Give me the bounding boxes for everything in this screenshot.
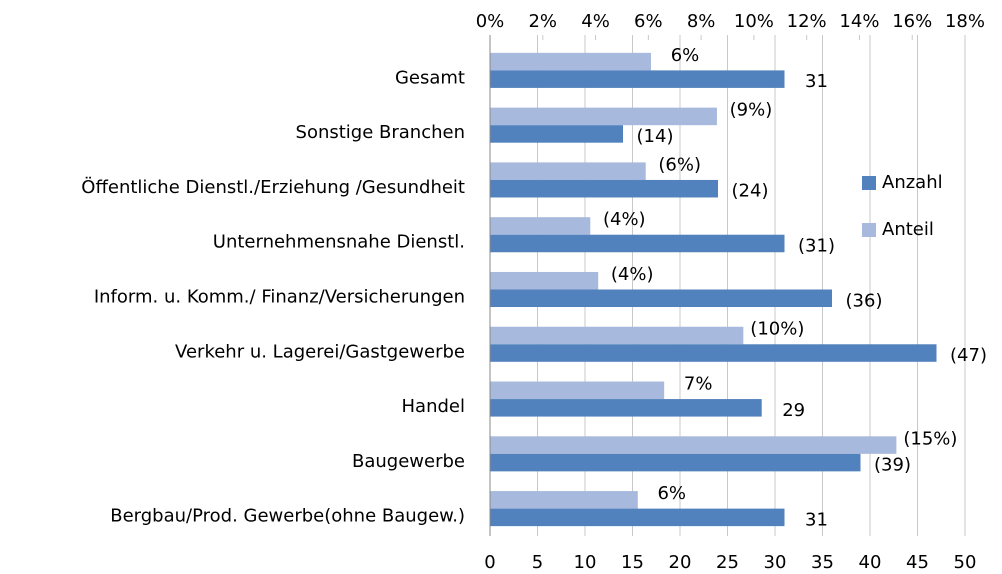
y-tick-label: Sonstige Branchen — [296, 122, 465, 143]
y-tick-label: Öffentliche Dienstl./Erziehung /Gesundhe… — [81, 176, 465, 198]
data-label: (31) — [798, 235, 835, 256]
x2-tick-label: 2% — [528, 11, 557, 32]
y-tick-label: Unternehmensnahe Dienstl. — [213, 232, 465, 253]
y-tick-label: Baugewerbe — [352, 451, 465, 472]
data-label: 31 — [805, 71, 828, 92]
x2-tick-label: 4% — [581, 11, 610, 32]
y-tick-label: Inform. u. Komm./ Finanz/Versicherungen — [94, 287, 465, 308]
data-label: (9%) — [730, 100, 773, 121]
legend-swatch — [862, 223, 876, 237]
bar — [490, 70, 785, 88]
x2-tick-label: 18% — [945, 11, 985, 32]
bar — [490, 453, 861, 472]
x2-tick-label: 12% — [787, 11, 827, 32]
x-tick-label: 25 — [716, 552, 739, 573]
y-tick-label: Gesamt — [395, 67, 465, 88]
bar — [490, 399, 762, 417]
bar — [490, 162, 646, 180]
bar — [490, 491, 638, 509]
data-label: (4%) — [611, 264, 654, 285]
y-tick-label: Handel — [402, 396, 465, 417]
x-tick-label: 50 — [954, 552, 977, 573]
legend-label: Anteil — [882, 219, 934, 240]
bar — [490, 344, 937, 362]
y-tick-label: Bergbau/Prod. Gewerbe(ohne Baugew.) — [110, 506, 465, 527]
bar — [490, 436, 897, 454]
data-label: 29 — [782, 400, 805, 421]
bar — [490, 125, 623, 143]
bar — [490, 381, 665, 400]
x-tick-label: 45 — [906, 552, 929, 573]
x-tick-label: 40 — [859, 552, 882, 573]
data-label: (24) — [732, 181, 769, 202]
x2-tick-label: 6% — [634, 11, 663, 32]
bar — [490, 234, 785, 253]
data-label: 6% — [657, 483, 686, 504]
bar — [490, 217, 591, 235]
x-tick-label: 5 — [532, 552, 543, 573]
bar — [490, 107, 717, 126]
x-tick-label: 35 — [811, 552, 834, 573]
data-label: (10%) — [750, 319, 804, 340]
bar — [490, 179, 718, 198]
bar — [490, 52, 651, 71]
data-label: (15%) — [903, 428, 957, 449]
data-label: 6% — [671, 45, 700, 66]
data-label: (14) — [637, 126, 674, 147]
data-label: 31 — [805, 509, 828, 530]
bar — [490, 271, 599, 290]
x2-tick-label: 0% — [476, 11, 505, 32]
x2-tick-label: 8% — [687, 11, 716, 32]
x-tick-label: 20 — [669, 552, 692, 573]
legend-label: Anzahl — [882, 172, 943, 193]
x-tick-label: 30 — [764, 552, 787, 573]
data-label: (39) — [874, 455, 911, 476]
data-label: (47) — [950, 345, 987, 366]
legend-swatch — [862, 176, 876, 190]
data-label: (36) — [846, 290, 883, 311]
x-tick-label: 15 — [621, 552, 644, 573]
x2-tick-label: 14% — [839, 11, 879, 32]
bar — [490, 289, 832, 308]
y-tick-label: Verkehr u. Lagerei/Gastgewerbe — [175, 341, 465, 362]
x-tick-label: 10 — [574, 552, 597, 573]
x-tick-label: 0 — [484, 552, 495, 573]
data-label: (6%) — [658, 154, 701, 175]
bar — [490, 508, 785, 527]
x2-tick-label: 16% — [892, 11, 932, 32]
data-label: (4%) — [603, 209, 646, 230]
bar — [490, 326, 744, 345]
x2-tick-label: 10% — [734, 11, 774, 32]
data-label: 7% — [684, 374, 713, 395]
